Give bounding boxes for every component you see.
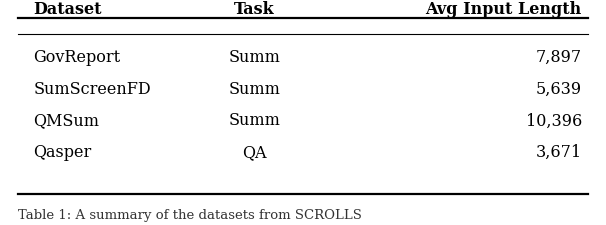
Text: Dataset: Dataset xyxy=(33,1,102,18)
Text: 5,639: 5,639 xyxy=(536,80,582,97)
Text: SumScreenFD: SumScreenFD xyxy=(33,80,151,97)
Text: GovReport: GovReport xyxy=(33,49,121,66)
Text: Table 1: A summary of the datasets from SCROLLS: Table 1: A summary of the datasets from … xyxy=(18,208,362,221)
Text: Qasper: Qasper xyxy=(33,143,92,160)
Text: Avg Input Length: Avg Input Length xyxy=(425,1,582,18)
Text: Summ: Summ xyxy=(228,112,281,129)
Text: Task: Task xyxy=(234,1,275,18)
Text: 10,396: 10,396 xyxy=(525,112,582,129)
Text: 3,671: 3,671 xyxy=(536,143,582,160)
Text: Summ: Summ xyxy=(228,49,281,66)
Text: 7,897: 7,897 xyxy=(536,49,582,66)
Text: Summ: Summ xyxy=(228,80,281,97)
Text: QMSum: QMSum xyxy=(33,112,99,129)
Text: QA: QA xyxy=(242,143,267,160)
